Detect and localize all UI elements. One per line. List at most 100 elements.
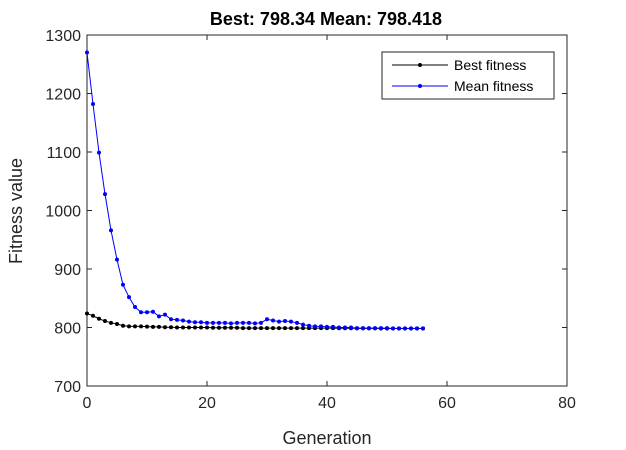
x-tick-label: 40 bbox=[318, 395, 336, 412]
data-point-mean bbox=[277, 319, 281, 324]
tick-marks bbox=[86, 34, 568, 387]
data-point-mean bbox=[211, 320, 215, 325]
data-point-mean bbox=[157, 314, 161, 319]
x-axis-label: Generation bbox=[282, 428, 371, 448]
x-tick-labels: 0 20 40 60 80 bbox=[83, 395, 576, 412]
data-point-best bbox=[241, 326, 245, 331]
data-point-mean bbox=[307, 323, 311, 328]
data-point-mean bbox=[403, 326, 407, 331]
legend-label-mean: Mean fitness bbox=[454, 78, 533, 94]
data-point-mean bbox=[325, 324, 329, 329]
data-point-mean bbox=[85, 50, 89, 55]
legend-label-best: Best fitness bbox=[454, 57, 526, 73]
data-point-mean bbox=[295, 320, 299, 325]
legend: Best fitness Mean fitness bbox=[381, 51, 555, 100]
data-point-mean bbox=[115, 257, 119, 262]
data-point-mean bbox=[139, 310, 143, 315]
data-point-mean bbox=[205, 320, 209, 325]
data-point-mean bbox=[133, 305, 137, 310]
data-point-best bbox=[193, 325, 197, 330]
data-point-mean bbox=[163, 312, 167, 317]
data-point-mean bbox=[337, 325, 341, 330]
data-point-mean bbox=[385, 326, 389, 331]
y-tick-label: 700 bbox=[54, 379, 81, 396]
data-point-mean bbox=[121, 282, 125, 287]
data-point-mean bbox=[259, 320, 263, 325]
data-point-best bbox=[199, 325, 203, 330]
data-point-mean bbox=[415, 326, 419, 331]
data-point-mean bbox=[253, 321, 257, 326]
data-point-best bbox=[151, 324, 155, 329]
data-point-mean bbox=[301, 322, 305, 327]
data-point-mean bbox=[373, 326, 377, 331]
legend-marker-best bbox=[418, 63, 422, 67]
data-point-mean bbox=[91, 102, 95, 107]
data-point-best bbox=[295, 326, 299, 331]
data-point-mean bbox=[241, 320, 245, 325]
data-point-best bbox=[301, 326, 305, 331]
legend-box bbox=[381, 51, 555, 100]
data-point-mean bbox=[187, 319, 191, 324]
data-point-mean bbox=[361, 326, 365, 331]
data-point-best bbox=[247, 326, 251, 331]
data-point-mean bbox=[145, 310, 149, 315]
y-tick-labels: 700 800 900 1000 1100 1200 1300 bbox=[45, 28, 81, 396]
data-point-mean bbox=[199, 320, 203, 325]
data-point-best bbox=[187, 325, 191, 330]
x-tick-label: 20 bbox=[198, 395, 216, 412]
data-point-mean bbox=[397, 326, 401, 331]
data-point-best bbox=[235, 325, 239, 330]
data-point-mean bbox=[349, 325, 353, 330]
data-point-best bbox=[97, 316, 101, 321]
data-point-mean bbox=[319, 324, 323, 329]
y-tick-label: 1300 bbox=[45, 28, 81, 45]
data-point-mean bbox=[367, 326, 371, 331]
data-point-mean bbox=[169, 317, 173, 322]
data-point-best bbox=[115, 321, 119, 326]
data-point-mean bbox=[103, 192, 107, 197]
data-point-best bbox=[229, 325, 233, 330]
data-point-mean bbox=[247, 320, 251, 325]
data-point-mean bbox=[331, 324, 335, 329]
data-point-mean bbox=[355, 326, 359, 331]
data-point-best bbox=[211, 325, 215, 330]
data-point-mean bbox=[421, 326, 425, 331]
data-point-mean bbox=[127, 295, 131, 300]
data-point-mean bbox=[409, 326, 413, 331]
y-tick-label: 1000 bbox=[45, 204, 81, 221]
x-tick-label: 0 bbox=[83, 395, 92, 412]
data-point-best bbox=[121, 323, 125, 328]
data-point-mean bbox=[229, 321, 233, 326]
data-point-best bbox=[127, 324, 131, 329]
data-point-best bbox=[181, 325, 185, 330]
series-layer bbox=[85, 50, 425, 331]
x-tick-label: 60 bbox=[438, 395, 456, 412]
data-point-mean bbox=[391, 326, 395, 331]
data-point-mean bbox=[223, 320, 227, 325]
legend-marker-mean bbox=[418, 84, 422, 88]
data-point-mean bbox=[289, 319, 293, 324]
data-point-best bbox=[253, 326, 257, 331]
data-point-best bbox=[265, 326, 269, 331]
y-tick-label: 1100 bbox=[47, 145, 82, 162]
data-point-mean bbox=[217, 320, 221, 325]
data-point-mean bbox=[379, 326, 383, 331]
data-point-best bbox=[259, 326, 263, 331]
data-point-best bbox=[271, 326, 275, 331]
data-point-mean bbox=[175, 317, 179, 322]
data-point-best bbox=[139, 324, 143, 329]
data-point-mean bbox=[109, 228, 113, 233]
data-point-best bbox=[163, 325, 167, 330]
data-point-mean bbox=[283, 319, 287, 324]
data-point-best bbox=[283, 326, 287, 331]
data-point-mean bbox=[181, 318, 185, 323]
data-point-best bbox=[145, 324, 149, 329]
data-point-mean bbox=[271, 318, 275, 323]
data-point-mean bbox=[151, 309, 155, 314]
data-point-best bbox=[169, 325, 173, 330]
chart-title: Best: 798.34 Mean: 798.418 bbox=[210, 9, 442, 29]
y-axis-label: Fitness value bbox=[6, 158, 26, 264]
y-tick-label: 800 bbox=[54, 321, 81, 338]
data-point-mean bbox=[343, 325, 347, 330]
